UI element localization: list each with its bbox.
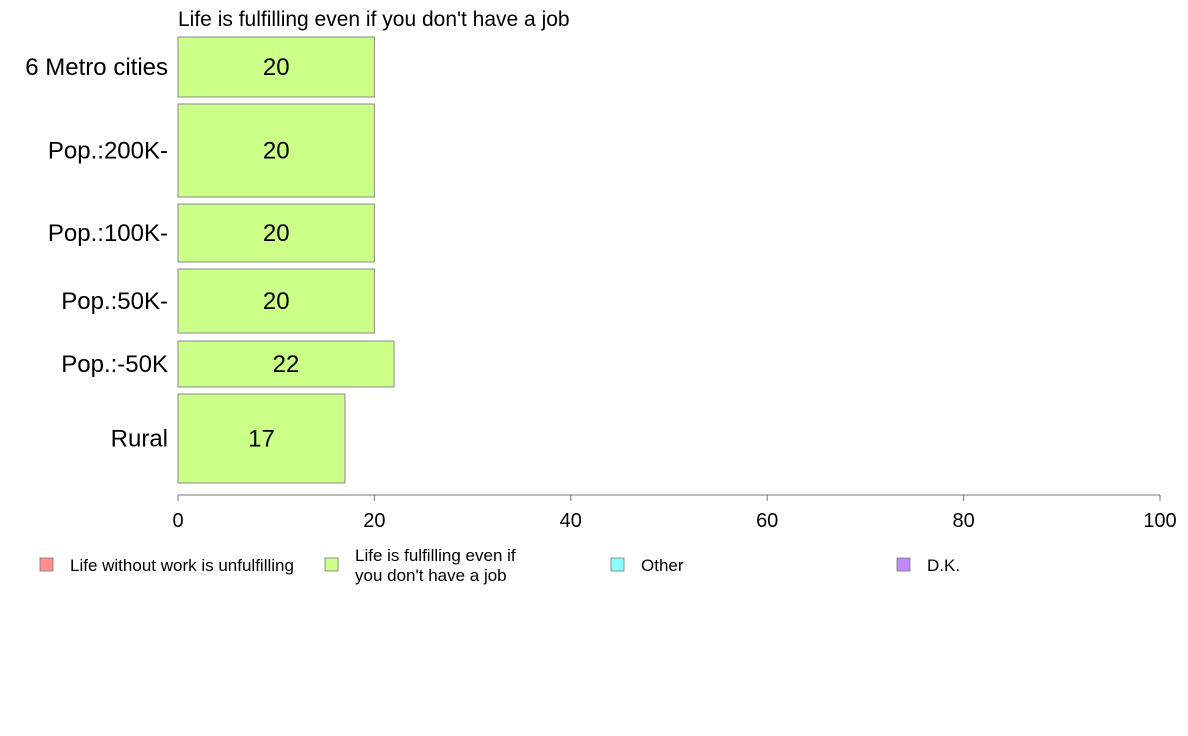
category-label: Pop.:50K- — [61, 288, 168, 315]
legend-swatch — [896, 557, 911, 572]
bar-value-label: 20 — [263, 220, 290, 247]
legend-label: D.K. — [927, 556, 960, 575]
chart-title: Life is fulfilling even if you don't hav… — [178, 8, 570, 31]
bar-value-label: 20 — [263, 288, 290, 315]
x-tick-label: 0 — [172, 510, 183, 532]
bar — [177, 268, 375, 334]
legend-label: Other — [641, 556, 684, 575]
bar — [177, 203, 375, 263]
bar — [177, 393, 346, 484]
x-tick-label: 60 — [756, 510, 778, 532]
category-label: 6 Metro cities — [25, 54, 168, 81]
x-tick-label: 100 — [1143, 510, 1176, 532]
bars-group: 20 6 Metro cities 20 Pop.:200K- 20 Pop.:100K-… — [25, 36, 395, 484]
x-tick-label: 20 — [363, 510, 385, 532]
legend-label: Life without work is unfulfilling — [70, 556, 294, 575]
category-label: Pop.:-50K — [61, 351, 168, 378]
x-tick-label: 40 — [560, 510, 582, 532]
x-tick-label: 80 — [952, 510, 974, 532]
legend-swatch — [39, 557, 54, 572]
category-label: Pop.:200K- — [48, 138, 168, 165]
bar — [177, 103, 375, 198]
legend-swatch — [324, 557, 339, 572]
bar-value-label: 20 — [263, 138, 290, 165]
legend: Life without work is unfulfilling Life is… — [39, 546, 960, 585]
category-label: Pop.:100K- — [48, 220, 168, 247]
bar-value-label: 20 — [263, 54, 290, 81]
bar — [177, 340, 395, 388]
legend-label: Life is fulfilling even if you don't have… — [355, 546, 516, 585]
bar-value-label: 22 — [273, 351, 300, 378]
category-label: Rural — [111, 426, 168, 453]
bar-value-label: 17 — [248, 426, 275, 453]
x-axis: 0 20 40 60 80 100 — [172, 494, 1177, 532]
legend-swatch — [610, 557, 625, 572]
bar — [177, 36, 375, 98]
